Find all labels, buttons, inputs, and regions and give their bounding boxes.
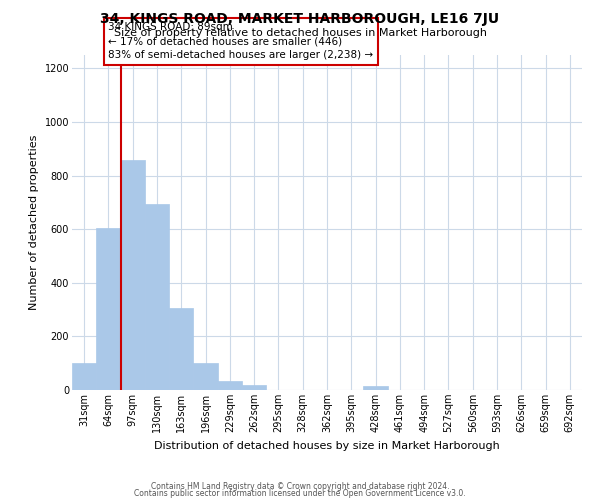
Bar bbox=[72, 363, 96, 390]
Text: 34, KINGS ROAD, MARKET HARBOROUGH, LE16 7JU: 34, KINGS ROAD, MARKET HARBOROUGH, LE16 … bbox=[100, 12, 500, 26]
Text: Size of property relative to detached houses in Market Harborough: Size of property relative to detached ho… bbox=[113, 28, 487, 38]
Bar bbox=[193, 363, 218, 390]
Bar bbox=[242, 385, 266, 390]
X-axis label: Distribution of detached houses by size in Market Harborough: Distribution of detached houses by size … bbox=[154, 440, 500, 450]
Bar bbox=[364, 386, 388, 390]
Bar bbox=[145, 204, 169, 390]
Bar bbox=[169, 308, 193, 390]
Y-axis label: Number of detached properties: Number of detached properties bbox=[29, 135, 39, 310]
Text: Contains HM Land Registry data © Crown copyright and database right 2024.: Contains HM Land Registry data © Crown c… bbox=[151, 482, 449, 491]
Bar bbox=[121, 160, 145, 390]
Text: 34 KINGS ROAD: 89sqm
← 17% of detached houses are smaller (446)
83% of semi-deta: 34 KINGS ROAD: 89sqm ← 17% of detached h… bbox=[109, 22, 374, 60]
Text: Contains public sector information licensed under the Open Government Licence v3: Contains public sector information licen… bbox=[134, 489, 466, 498]
Bar bbox=[96, 228, 121, 390]
Bar bbox=[218, 381, 242, 390]
